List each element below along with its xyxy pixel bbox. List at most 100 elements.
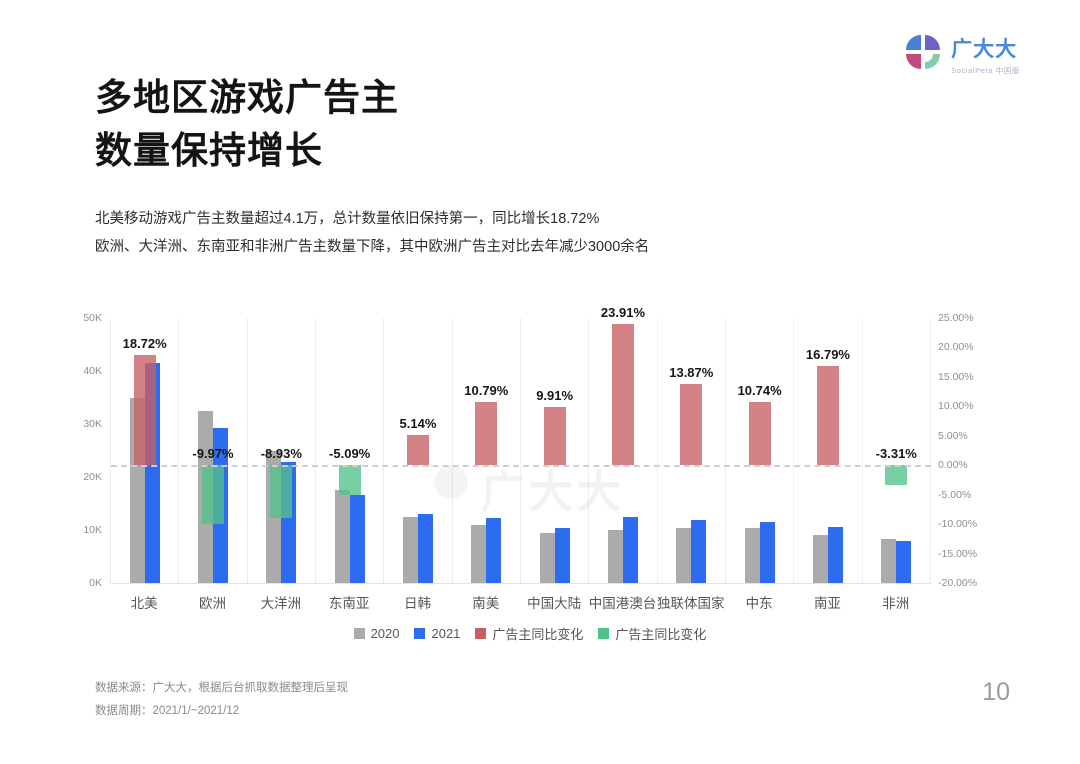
change-bar — [338, 465, 361, 496]
page-subtitle: 北美移动游戏广告主数量超过4.1万，总计数量依旧保持第一，同比增长18.72% … — [95, 206, 649, 261]
y-left-tick: 20K — [83, 471, 102, 483]
brand-subtitle: SocialPeta 中国版 — [951, 66, 1020, 75]
change-bar — [885, 465, 908, 485]
legend-item: 2021 — [414, 626, 460, 641]
bar-2021 — [827, 527, 843, 583]
data-source: 数据来源：广大大，根据后台抓取数据整理后呈现 — [95, 682, 348, 694]
data-period: 数据周期：2021/1/~2021/12 — [95, 705, 240, 717]
change-value-label: -5.09% — [329, 446, 371, 462]
x-axis-label: 欧洲 — [198, 596, 226, 611]
legend-swatch-icon — [475, 628, 487, 639]
bar-pair — [812, 318, 843, 583]
bar-pair — [607, 318, 638, 583]
y-left-tick: 40K — [83, 365, 102, 377]
change-bar — [406, 434, 429, 466]
chart-category-cell: 10.79% — [453, 318, 521, 583]
y-right-tick: 20.00% — [938, 341, 974, 354]
y-axis-left: 50K 40K 30K 20K 10K 0K — [52, 312, 102, 589]
brand-name: 广大大 — [951, 38, 1018, 61]
change-bar — [680, 383, 703, 466]
bar-pair — [676, 318, 707, 583]
y-right-tick: -10.00% — [938, 518, 978, 531]
x-axis-label: 大洋洲 — [260, 596, 302, 611]
bar-2020 — [402, 517, 418, 583]
change-value-label: 13.87% — [669, 364, 714, 380]
bar-2020 — [881, 539, 897, 583]
x-axis-label: 中国大陆 — [527, 596, 582, 611]
brand-logo-icon — [904, 33, 942, 76]
bar-2021 — [486, 518, 502, 583]
legend-item: 广告主同比变化 — [475, 624, 583, 643]
page-title-line2: 数量保持增长 — [95, 129, 323, 171]
y-left-tick: 0K — [89, 577, 102, 589]
x-axis-label: 北美 — [130, 596, 158, 611]
bar-2020 — [676, 527, 692, 583]
change-bar — [748, 402, 771, 466]
legend-label: 广告主同比变化 — [492, 627, 584, 642]
x-axis-label: 日韩 — [403, 596, 431, 611]
bar-pair — [471, 318, 502, 583]
chart-category-cell: 16.79% — [794, 318, 863, 583]
bar-2021 — [554, 527, 570, 583]
bar-2020 — [812, 535, 828, 583]
page-title: 多地区游戏广告主 数量保持增长 — [95, 72, 399, 177]
bar-2020 — [471, 524, 487, 583]
chart-legend: 2020 2021 广告主同比变化 广告主同比变化 — [110, 624, 950, 643]
change-value-label: 9.91% — [536, 387, 574, 403]
bar-pair — [744, 318, 775, 583]
change-value-label: 5.14% — [399, 415, 437, 431]
legend-swatch-icon — [414, 628, 426, 639]
bar-2020 — [744, 527, 760, 583]
chart-category-cell: 9.91% — [521, 318, 590, 583]
y-axis-right: 25.00% 20.00% 15.00% 10.00% 5.00% 0.00% -5.00%… — [938, 312, 998, 589]
change-bar — [543, 406, 566, 466]
bar-2020 — [607, 530, 623, 583]
y-right-tick: 25.00% — [938, 312, 974, 324]
change-value-label: 18.72% — [122, 335, 167, 351]
change-bar — [816, 366, 839, 466]
y-right-tick: 15.00% — [938, 370, 974, 383]
change-bar — [201, 465, 224, 524]
x-axis-labels: 北美 欧洲 大洋洲 东南亚 日韩 南美 中国大陆 中国港澳台 独联体国家 中东 南亚 非洲 — [110, 592, 930, 612]
legend-label: 2021 — [431, 626, 461, 641]
change-value-label: -3.31% — [875, 446, 917, 462]
chart-category-cell: 23.91% — [589, 305, 658, 583]
change-value-label: 23.91% — [600, 305, 645, 321]
chart-category-cell: -3.31% — [863, 318, 931, 583]
bar-2021 — [896, 540, 912, 583]
y-right-tick: 5.00% — [938, 429, 968, 442]
bar-2020 — [334, 489, 350, 583]
x-axis-label: 中东 — [745, 596, 773, 611]
bar-2020 — [539, 532, 555, 583]
y-left-tick: 50K — [83, 312, 102, 324]
legend-swatch-icon — [353, 628, 365, 639]
legend-label: 2020 — [370, 626, 400, 641]
change-value-label: 10.79% — [464, 382, 509, 398]
change-bar — [475, 401, 498, 466]
y-right-tick: -15.00% — [938, 547, 978, 560]
change-value-label: -8.93% — [260, 446, 302, 462]
y-right-tick: 0.00% — [938, 459, 968, 472]
y-right-tick: -20.00% — [938, 577, 978, 589]
bar-2021 — [759, 522, 775, 583]
chart-category-cell: 10.74% — [726, 318, 795, 583]
change-bar — [133, 355, 156, 466]
x-axis-label: 独联体国家 — [657, 596, 725, 611]
chart-category-cell: -9.97% — [179, 318, 248, 583]
change-bar — [270, 465, 293, 518]
plot-area: 广大大 18.72% -9.97% -8.93% -5.09% 5.14% 10.79% 9… — [110, 305, 931, 584]
brand-logo: 广大大 SocialPeta 中国版 — [904, 33, 1020, 76]
x-axis-label: 非洲 — [882, 596, 910, 611]
x-axis-label: 中国港澳台 — [588, 596, 657, 611]
x-axis-label: 东南亚 — [328, 596, 370, 611]
y-left-tick: 30K — [83, 418, 102, 430]
y-right-tick: 10.00% — [938, 400, 974, 413]
chart-category-cell: -8.93% — [248, 318, 316, 583]
bar-2021 — [691, 520, 707, 583]
chart-category-cell: -5.09% — [316, 318, 385, 583]
bar-2021 — [417, 514, 433, 583]
change-value-label: 10.74% — [737, 382, 782, 398]
bar-pair — [334, 318, 365, 583]
chart-category-cell: 13.87% — [658, 318, 726, 583]
